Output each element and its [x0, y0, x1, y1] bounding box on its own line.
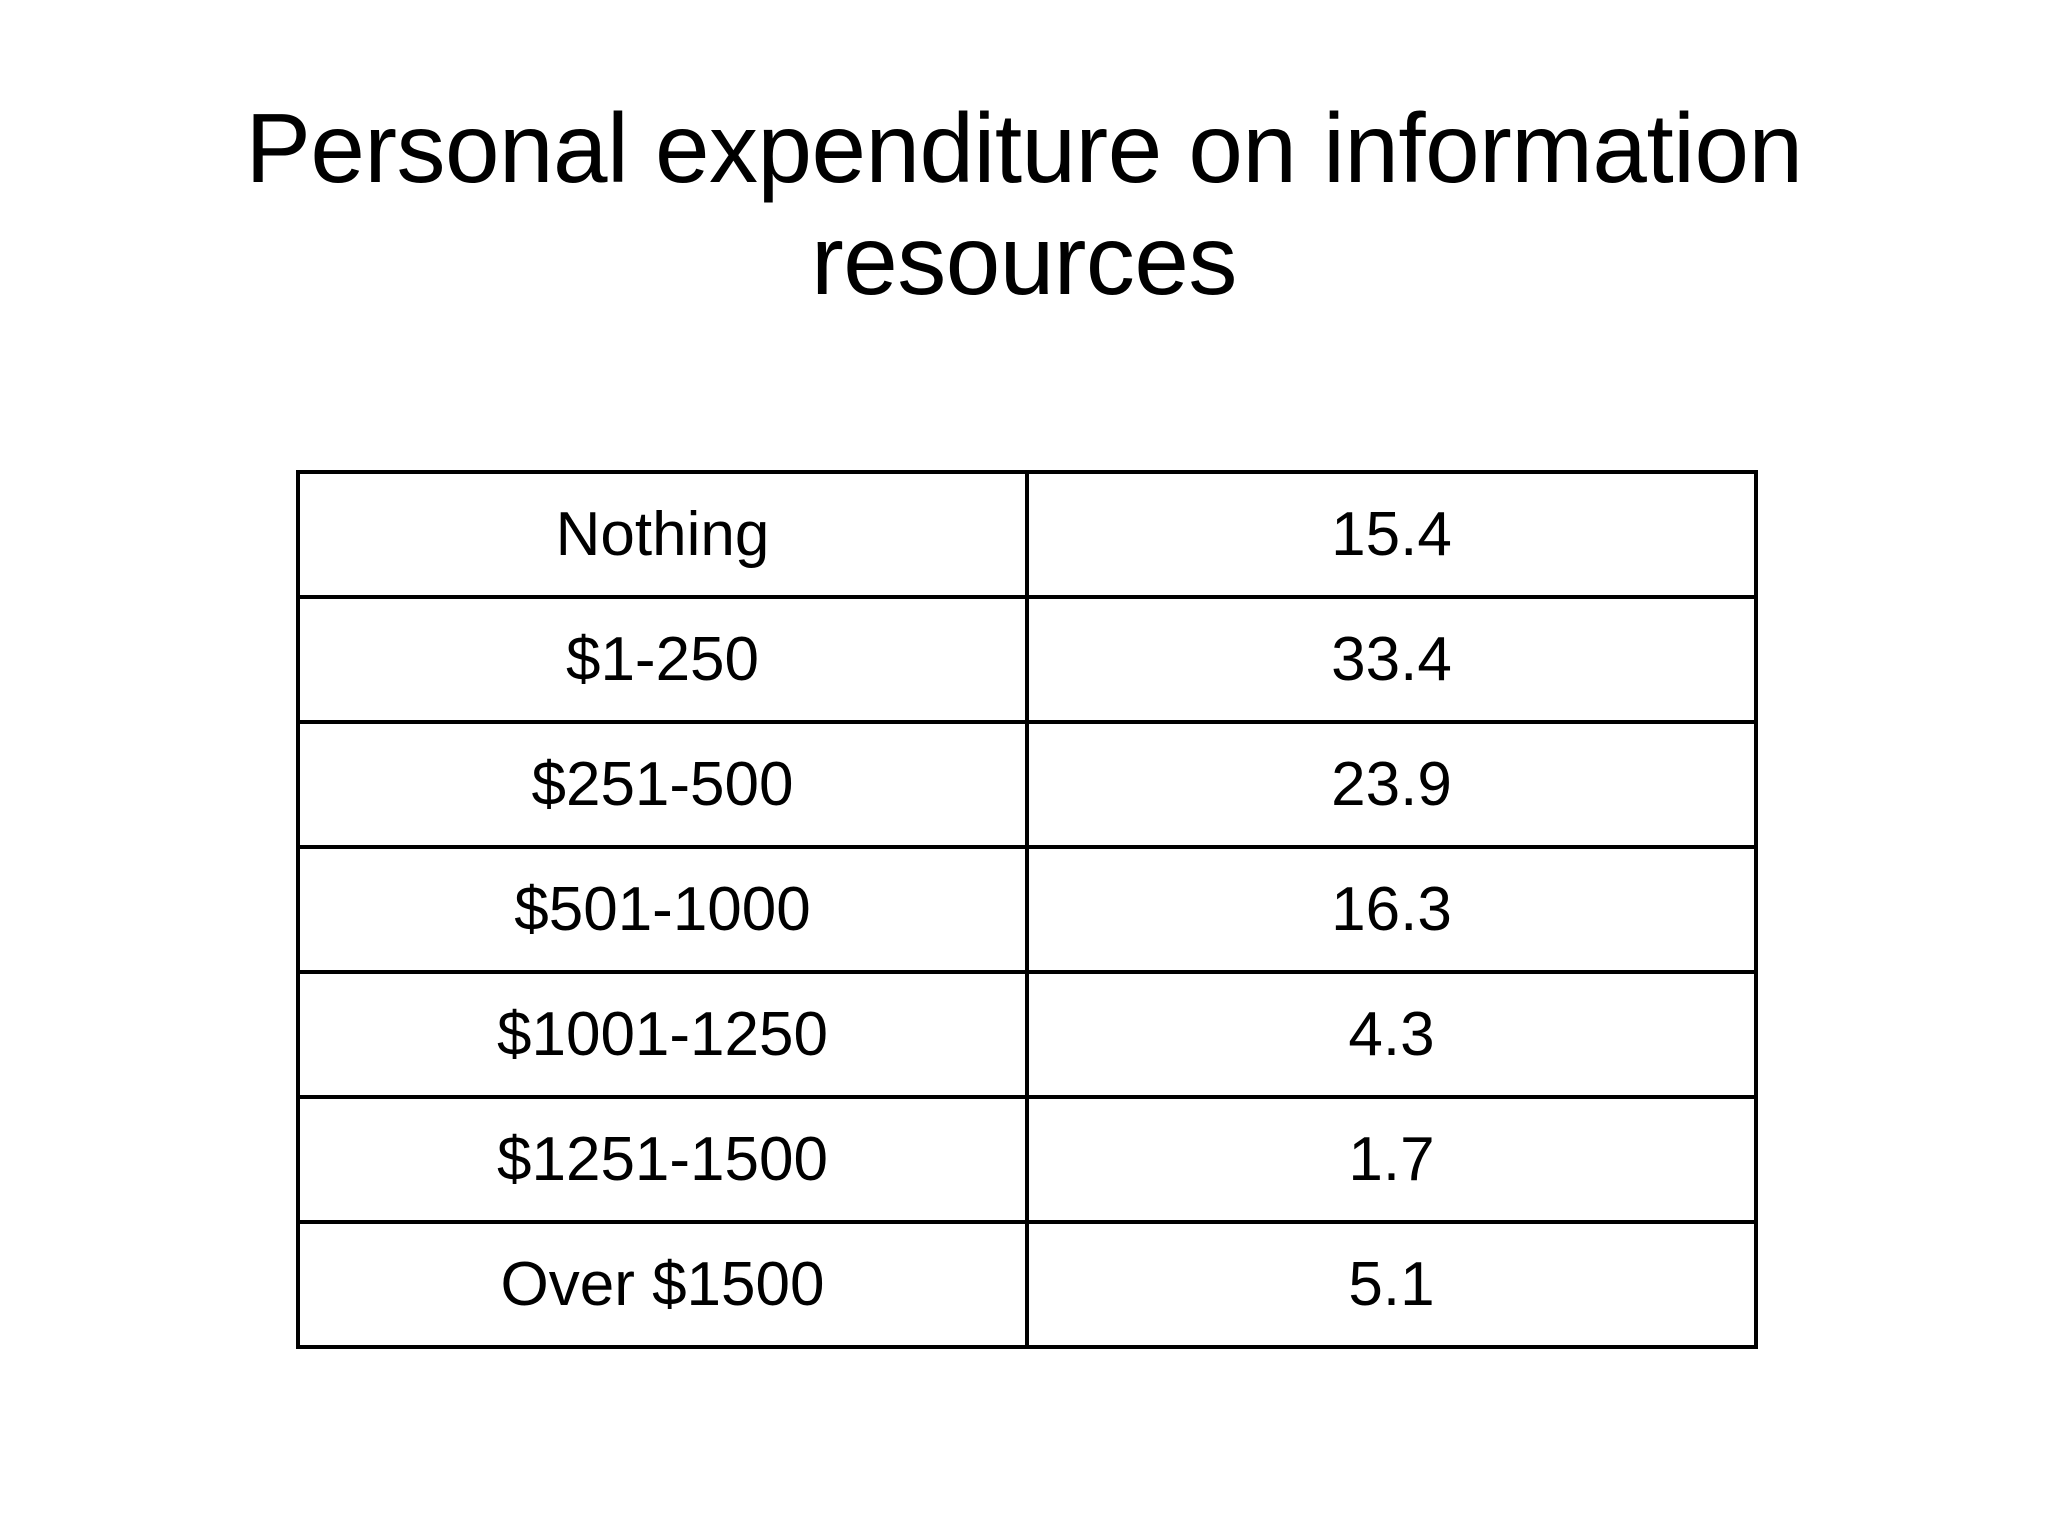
- table-cell-value: 4.3: [1025, 970, 1758, 1099]
- table-row: $251-500 23.9: [296, 720, 1758, 849]
- table-cell-value: 1.7: [1025, 1095, 1758, 1224]
- table-row: $1001-1250 4.3: [296, 970, 1758, 1099]
- table-cell-value: 33.4: [1025, 595, 1758, 724]
- table-row: $1251-1500 1.7: [296, 1095, 1758, 1224]
- table-cell-value: 5.1: [1025, 1220, 1758, 1349]
- table-cell-label: $1-250: [296, 595, 1029, 724]
- table-row: $501-1000 16.3: [296, 845, 1758, 974]
- table-cell-label: Nothing: [296, 470, 1029, 599]
- table-cell-label: $501-1000: [296, 845, 1029, 974]
- table-cell-value: 16.3: [1025, 845, 1758, 974]
- slide-title: Personal expenditure on information reso…: [245, 93, 1803, 315]
- expenditure-table: Nothing 15.4 $1-250 33.4 $251-500 23.9 $…: [296, 470, 1758, 1349]
- table-cell-value: 23.9: [1025, 720, 1758, 849]
- table-cell-label: $1001-1250: [296, 970, 1029, 1099]
- table-row: Nothing 15.4: [296, 470, 1758, 599]
- table-cell-label: Over $1500: [296, 1220, 1029, 1349]
- table-row: Over $1500 5.1: [296, 1220, 1758, 1349]
- table-cell-label: $251-500: [296, 720, 1029, 849]
- table-row: $1-250 33.4: [296, 595, 1758, 724]
- table-cell-value: 15.4: [1025, 470, 1758, 599]
- expenditure-table-container: Nothing 15.4 $1-250 33.4 $251-500 23.9 $…: [296, 470, 1758, 1349]
- table-cell-label: $1251-1500: [296, 1095, 1029, 1224]
